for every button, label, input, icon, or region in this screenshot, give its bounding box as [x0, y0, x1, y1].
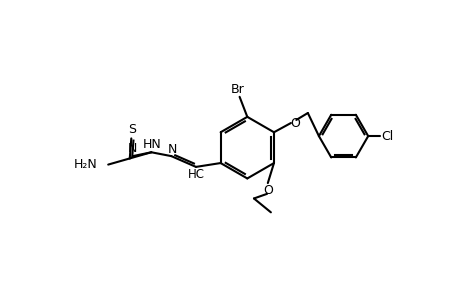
- Text: H₂N: H₂N: [73, 158, 97, 171]
- Text: Br: Br: [231, 82, 244, 96]
- Text: HC: HC: [188, 168, 205, 181]
- Text: HN: HN: [142, 138, 161, 151]
- Text: N: N: [167, 143, 176, 156]
- Text: S: S: [128, 123, 136, 136]
- Text: N: N: [127, 142, 136, 155]
- Text: O: O: [289, 116, 299, 130]
- Text: O: O: [262, 184, 272, 196]
- Text: Cl: Cl: [381, 130, 393, 142]
